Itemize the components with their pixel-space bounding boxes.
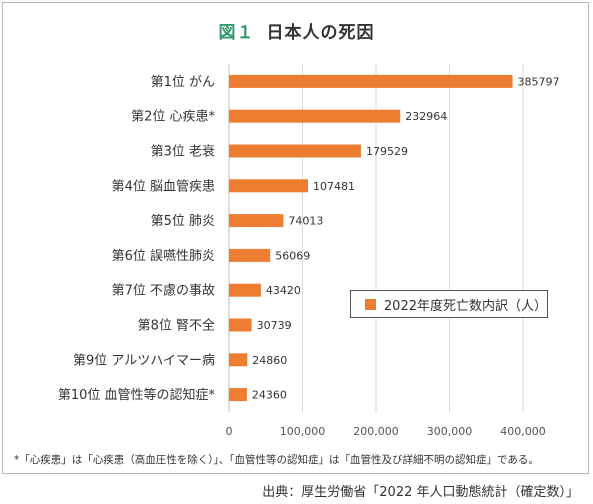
data-label: 24860 [252, 354, 287, 367]
bar [229, 353, 248, 367]
bar [229, 179, 308, 193]
bar [229, 74, 513, 88]
category-label: 第1位 がん [151, 75, 215, 90]
category-label: 第7位 不慮の事故 [112, 284, 215, 299]
x-tick-label: 300,000 [427, 425, 473, 438]
data-label: 385797 [518, 75, 560, 88]
data-label: 30739 [257, 319, 292, 332]
category-label: 第10位 血管性等の認知症* [58, 387, 216, 403]
bars [229, 74, 513, 402]
legend-label: 2022年度死亡数内訳（人） [383, 298, 547, 314]
data-label: 107481 [313, 180, 355, 193]
data-label: 56069 [275, 249, 310, 262]
legend-swatch [365, 298, 376, 310]
x-tick-label: 400,000 [500, 425, 546, 438]
category-label: 第8位 腎不全 [138, 318, 215, 334]
source-credit: 出典：厚生労働省「2022 年人口動態統計（確定数）」 [262, 485, 579, 500]
category-label: 第2位 心疾患* [131, 110, 215, 125]
category-label: 第5位 肺炎 [151, 214, 215, 229]
legend: 2022年度死亡数内訳（人） [350, 290, 548, 318]
category-label: 第6位 誤嚥性肺炎 [112, 248, 215, 264]
figure-title: 図１ 日本人の死因 [0, 18, 593, 43]
data-label: 179529 [366, 145, 408, 158]
data-label: 74013 [288, 215, 323, 228]
bar [229, 109, 401, 123]
bar [229, 388, 247, 402]
bar [229, 283, 261, 297]
data-label: 43420 [266, 284, 301, 297]
bar [229, 144, 361, 158]
bar [229, 214, 284, 228]
bar [229, 318, 252, 332]
data-label: 24360 [252, 389, 287, 402]
data-label: 232964 [405, 110, 447, 123]
labels: 0 100,000 200,000 300,000 400,000 第1位 がん 38579… [58, 75, 560, 438]
footnote: *「心疾患」は「心疾患（高血圧性を除く）」、「血管性等の認知症」は「血管性及び詳… [14, 454, 539, 466]
category-label: 第3位 老衰 [151, 144, 215, 160]
category-label: 第9位 アルツハイマー病 [73, 353, 215, 368]
x-tick-label: 200,000 [353, 425, 399, 438]
figure-title-text: 日本人の死因 [266, 23, 375, 43]
category-label: 第4位 脳血管疾患 [112, 179, 215, 194]
x-tick-label: 0 [226, 425, 233, 438]
bar [229, 248, 271, 262]
x-tick-label: 100,000 [280, 425, 326, 438]
figure-number: 図１ [218, 23, 255, 43]
